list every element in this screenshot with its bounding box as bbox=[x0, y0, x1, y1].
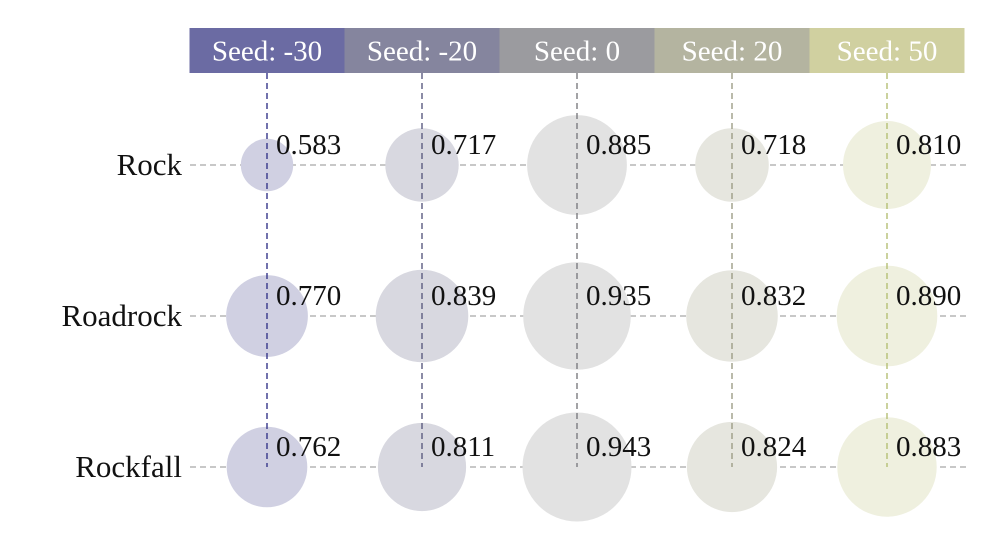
column-header-label: Seed: -30 bbox=[212, 36, 322, 68]
data-label: 0.810 bbox=[896, 129, 961, 161]
row-label: Roadrock bbox=[61, 298, 182, 333]
column-headers: Seed: -30 Seed: -20 Seed: 0 Seed: 20 Seed: 5… bbox=[189, 28, 965, 73]
column-header-bg bbox=[809, 28, 965, 73]
data-label: 0.717 bbox=[431, 129, 496, 161]
data-label: 0.943 bbox=[586, 431, 651, 463]
data-label: 0.770 bbox=[276, 280, 341, 312]
data-label: 0.832 bbox=[741, 280, 806, 312]
column-header-label: Seed: 20 bbox=[682, 36, 783, 68]
data-label: 0.890 bbox=[896, 280, 961, 312]
data-label: 0.883 bbox=[896, 431, 961, 463]
data-label: 0.824 bbox=[741, 431, 807, 463]
column-header-label: Seed: -20 bbox=[367, 36, 477, 68]
column-header-bg bbox=[344, 28, 500, 73]
value-labels: 0.583 0.717 0.885 0.718 0.810 0.770 0.839 0.935… bbox=[276, 129, 961, 463]
data-label: 0.885 bbox=[586, 129, 651, 161]
column-lines bbox=[266, 73, 888, 467]
data-label: 0.839 bbox=[431, 280, 496, 312]
column-header-label: Seed: 0 bbox=[534, 36, 620, 68]
column-header-label: Seed: 50 bbox=[837, 36, 938, 68]
column-header-bg bbox=[654, 28, 810, 73]
data-label: 0.762 bbox=[276, 431, 341, 463]
data-label: 0.583 bbox=[276, 129, 341, 161]
row-labels: Rock Roadrock Rockfall bbox=[61, 147, 182, 484]
row-label: Rock bbox=[117, 147, 183, 182]
column-header-bg bbox=[499, 28, 655, 73]
data-label: 0.811 bbox=[431, 431, 495, 463]
data-label: 0.935 bbox=[586, 280, 651, 312]
column-header-bg bbox=[189, 28, 345, 73]
row-label: Rockfall bbox=[75, 449, 182, 484]
data-label: 0.718 bbox=[741, 129, 806, 161]
